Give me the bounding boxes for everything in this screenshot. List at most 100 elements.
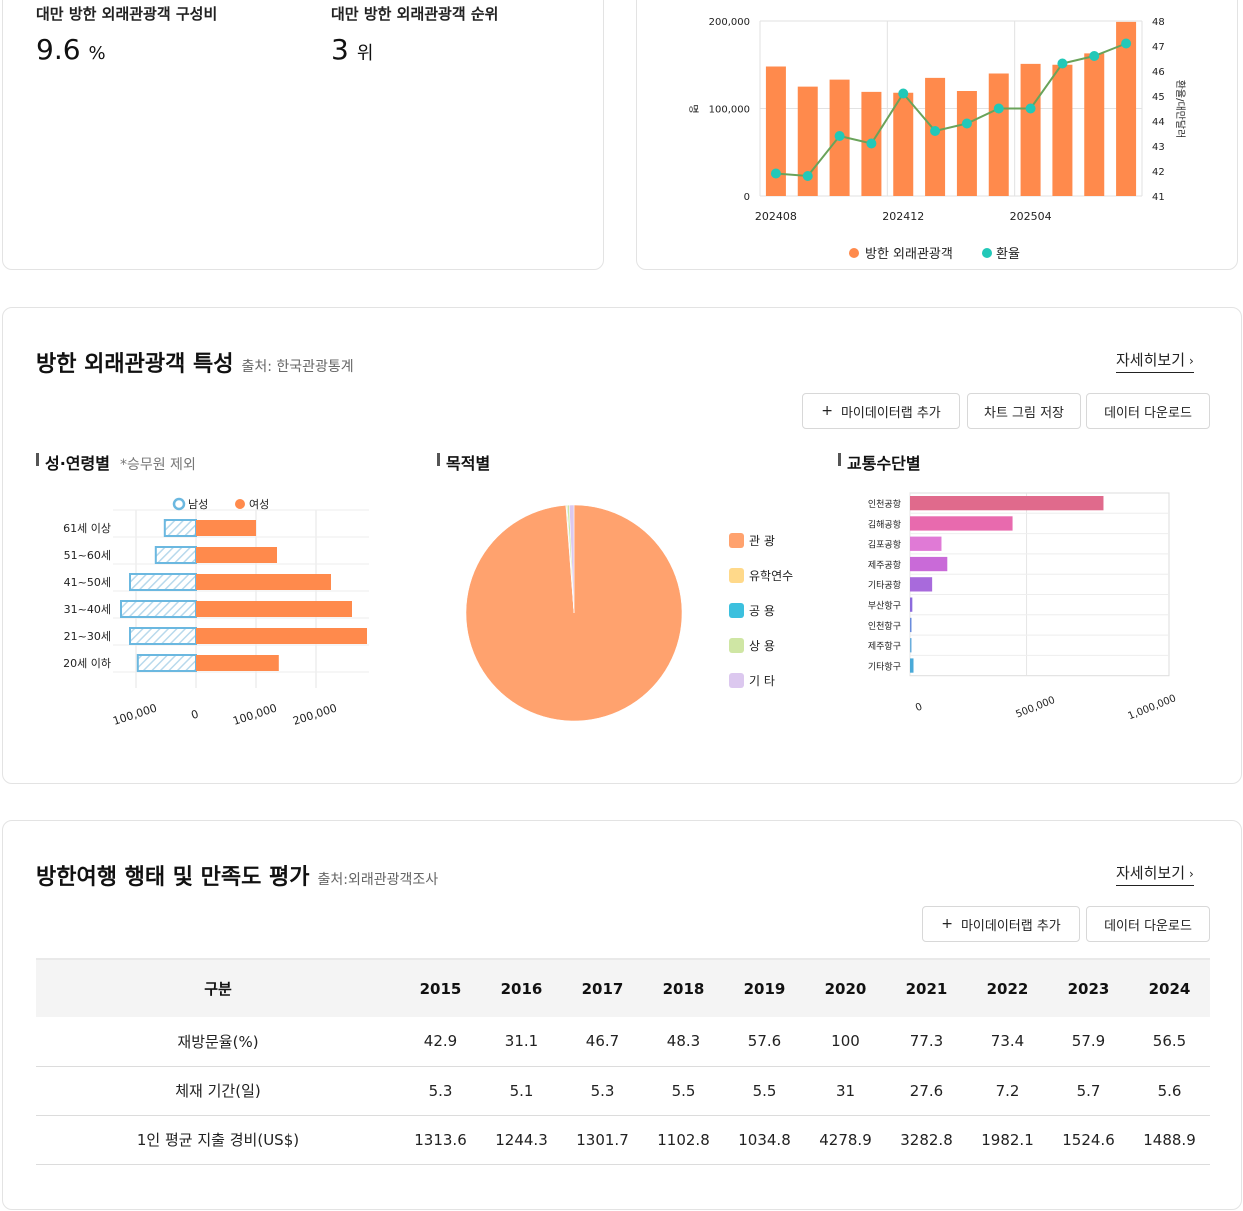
cell-value: 56.5 [1129,1017,1210,1067]
legend-label: 공 용 [749,604,775,618]
x-tick-label: 202504 [1010,210,1052,223]
bar [910,536,942,551]
table-header-year: 2019 [724,958,805,1017]
line-point [1089,51,1100,61]
y2-tick-label: 41 [1152,192,1165,203]
x-tick-label: 500,000 [1014,695,1056,721]
kpi-rank-number: 3 [331,33,349,66]
category-label: 51~60세 [64,549,111,562]
line-point [1057,58,1068,69]
row-label: 체재 기간(일) [36,1066,400,1116]
bar-male [136,654,198,672]
y-tick-label: 100,000 [709,105,750,116]
category-label: 21~30세 [64,630,111,643]
bar [956,91,977,196]
bar [910,658,914,673]
cell-value: 57.6 [724,1017,805,1067]
legend-label: 방한 외래관광객 [865,247,953,262]
table-row: 체재 기간(일) 5.3 5.1 5.3 5.5 5.5 31 27.6 7.2… [36,1066,1210,1116]
save-chart-button[interactable]: 차트 그림 저장 [967,393,1081,429]
line-point [770,168,781,179]
row-label: 재방문율(%) [36,1017,400,1067]
category-label: 41~50세 [64,576,111,589]
add-mylab-button[interactable]: + 마이데이터랩 추가 [922,906,1080,942]
bar [765,66,786,196]
cell-value: 7.2 [967,1066,1048,1116]
table-header-year: 2016 [481,958,562,1017]
category-label: 제주공항 [868,560,901,571]
cell-value: 5.3 [400,1066,481,1116]
age-gender-chart: 61세 이상 51~60세 41~50세 31~40세 21~30세 20세 이하 100,… [63,497,369,728]
download-data-label: 데이터 다운로드 [1104,918,1192,934]
cell-value: 4278.9 [805,1115,886,1165]
bar [1052,64,1073,196]
bar-female [196,655,279,671]
row-label: 1인 평균 지출 경비(US$) [36,1115,400,1165]
plus-icon: + [821,403,833,419]
x-tick-label: 202412 [882,210,924,223]
characteristics-title-text: 방한 외래관광객 특성 [36,352,234,377]
characteristics-more-link[interactable]: 자세히보기 › [1116,349,1194,373]
table-header-year: 2020 [805,958,886,1017]
cell-value: 5.3 [562,1066,643,1116]
line-point [866,138,877,149]
more-link-label: 자세히보기 [1116,864,1186,882]
cell-value: 100 [805,1017,886,1067]
x-tick-label: 0 [190,707,201,722]
characteristics-card: 방한 외래관광객 특성 출처: 한국관광통계 자세히보기 › + 마이데이터랩 추가 … [2,307,1242,784]
category-label: 인천공항 [868,499,901,510]
cell-value: 1488.9 [1129,1115,1210,1165]
x-tick-label: 202408 [755,210,797,223]
cell-value: 48.3 [643,1017,724,1067]
table-row: 1인 평균 지출 경비(US$) 1313.6 1244.3 1301.7 11… [36,1115,1210,1165]
cell-value: 1244.3 [481,1115,562,1165]
bar-male [129,627,197,645]
cell-value: 31 [805,1066,886,1116]
cell-value: 27.6 [886,1066,967,1116]
bar [910,516,1013,531]
kpi-share-unit: % [88,43,106,64]
add-mylab-label: 마이데이터랩 추가 [840,405,941,421]
purpose-title: 목적별 [437,450,490,474]
y2-tick-label: 46 [1152,67,1165,78]
add-mylab-button[interactable]: + 마이데이터랩 추가 [802,393,960,429]
table-row: 재방문율(%) 42.9 31.1 46.7 48.3 57.6 100 77.… [36,1017,1210,1067]
legend-label: 환율 [996,247,1020,262]
legend-swatch [729,533,744,548]
x-tick-label: 0 [914,701,924,714]
purpose-title-text: 목적별 [446,454,491,473]
category-label: 김포공항 [868,539,901,551]
cell-value: 1301.7 [562,1115,643,1165]
cell-value: 31.1 [481,1017,562,1067]
kpi-share-label: 대만 방한 외래관광객 구성비 [36,5,218,23]
legend-swatch [982,248,992,258]
characteristics-source: 출처: 한국관광통계 [241,359,354,375]
legend-swatch [729,603,744,618]
plus-icon: + [941,916,953,932]
cell-value: 5.7 [1048,1066,1129,1116]
download-data-button[interactable]: 데이터 다운로드 [1086,906,1210,942]
y2-tick-label: 47 [1152,42,1165,53]
bar [910,496,1104,511]
save-chart-label: 차트 그림 저장 [983,405,1065,421]
line-point [834,131,845,141]
legend-swatch [729,638,744,653]
bar [910,597,913,612]
legend-swatch [849,248,859,258]
category-label: 부산항구 [868,601,901,612]
table-header-label: 구분 [36,958,400,1017]
bar [988,73,1009,196]
y-tick-label: 0 [744,192,750,203]
characteristics-title: 방한 외래관광객 특성 출처: 한국관광통계 [36,346,354,378]
bar [1020,63,1041,196]
legend-label: 기 타 [749,674,775,688]
download-data-button[interactable]: 데이터 다운로드 [1086,393,1210,429]
satisfaction-more-link[interactable]: 자세히보기 › [1116,862,1194,886]
combo-chart-card: 0 100,000 200,000 41 42 43 44 45 46 47 48 202408 202… [636,0,1238,270]
x-tick-label: 100,000 [231,701,278,727]
transport-title: 교통수단별 [838,450,921,474]
cell-value: 1313.6 [400,1115,481,1165]
